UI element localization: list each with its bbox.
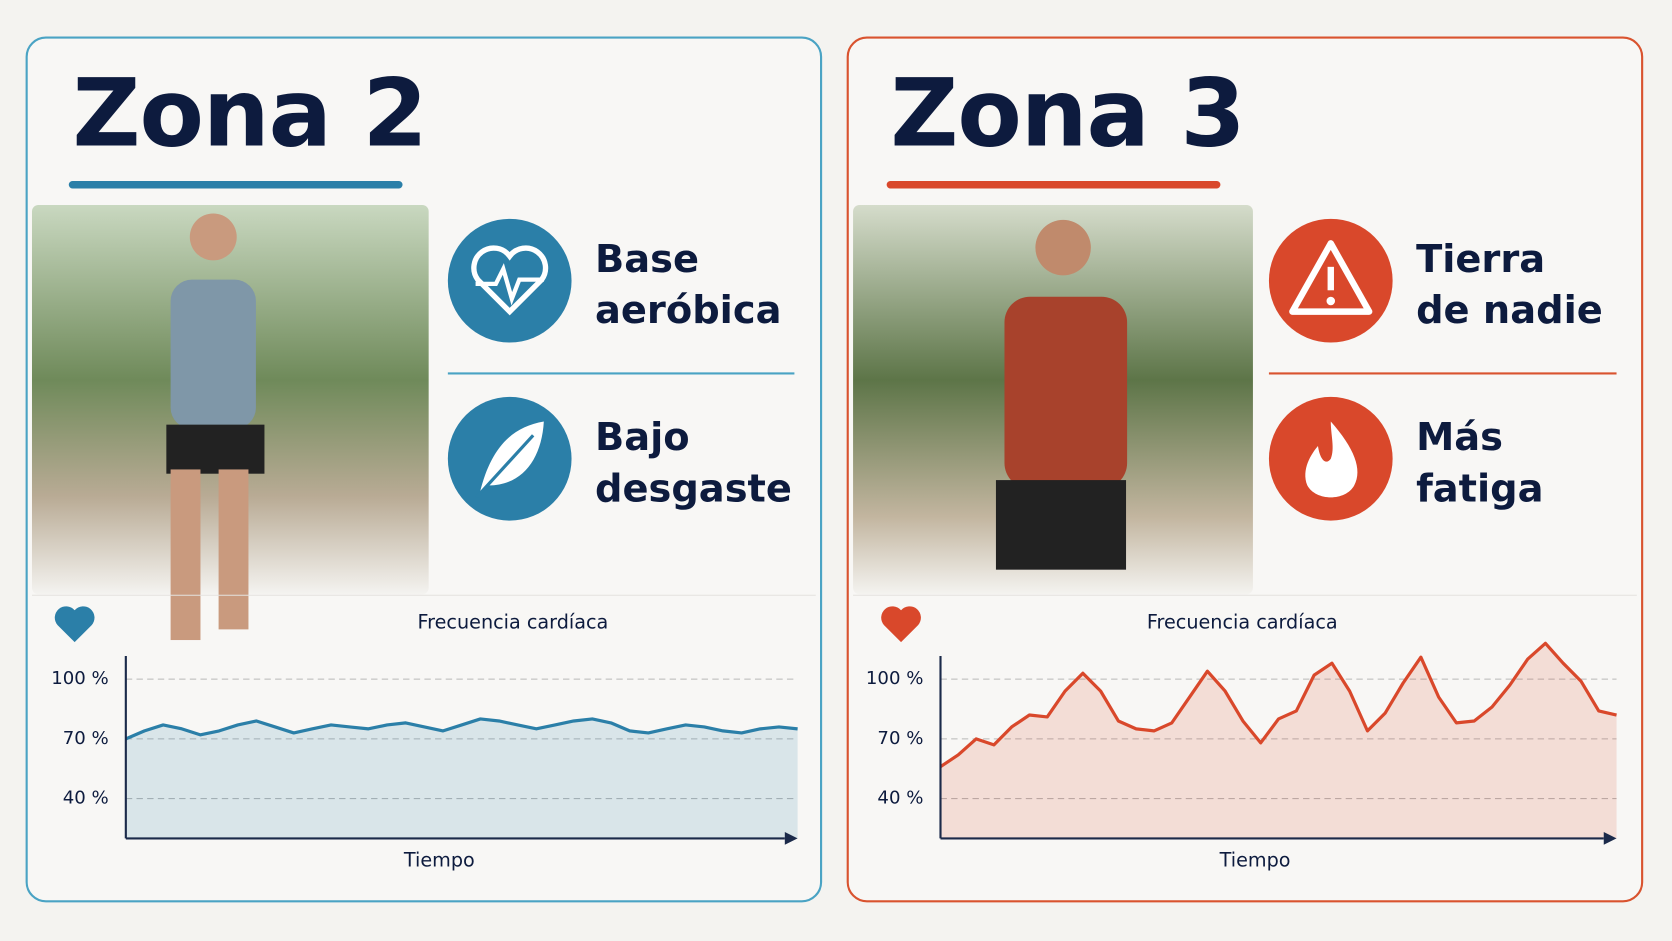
icon-warning	[1268, 218, 1393, 343]
x-axis-label: Tiempo	[1219, 848, 1291, 871]
feature-label: Bajo	[595, 415, 690, 460]
heart-icon	[54, 606, 95, 643]
y-tick-label: 100 %	[866, 668, 924, 689]
feature-label: Más	[1416, 415, 1503, 460]
y-tick-label: 100 %	[51, 668, 109, 689]
x-axis-arrow	[1603, 831, 1617, 845]
heading: Zona 2	[73, 60, 427, 169]
y-tick-label: 40 %	[877, 788, 923, 809]
feature-label: fatiga	[1416, 466, 1543, 511]
feature-label: aeróbica	[595, 288, 781, 333]
heading: Zona 3	[890, 60, 1244, 169]
icon-heartbeat	[447, 218, 572, 343]
area	[940, 643, 1617, 839]
x-axis-label: Tiempo	[403, 848, 475, 871]
line	[939, 641, 1617, 769]
chart-title: Frecuencia cardíaca	[418, 610, 609, 633]
y-tick-label: 70 %	[63, 728, 109, 749]
runner	[995, 219, 1128, 570]
area	[125, 718, 798, 839]
icon-leaf	[447, 396, 572, 521]
feature-label: de nadie	[1416, 288, 1603, 333]
feature-label: desgaste	[595, 466, 792, 511]
feature-label: Base	[595, 237, 699, 282]
icon-flame	[1268, 396, 1393, 521]
feature-label: Tierra	[1416, 237, 1545, 282]
y-tick-label: 40 %	[63, 788, 109, 809]
runner	[166, 213, 265, 641]
heart-icon	[881, 606, 921, 643]
x-axis-arrow	[784, 831, 798, 845]
line	[125, 717, 798, 741]
chart-title: Frecuencia cardíaca	[1147, 610, 1338, 633]
y-tick-label: 70 %	[877, 728, 923, 749]
